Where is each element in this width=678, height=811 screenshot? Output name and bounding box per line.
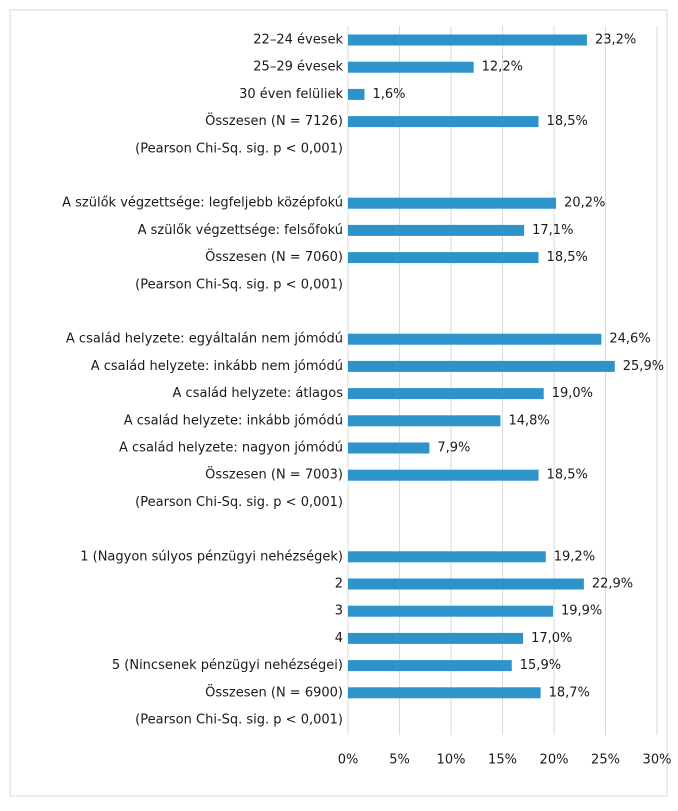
y-tick-label: 2 <box>335 577 343 592</box>
value-label: 7,9% <box>437 441 470 456</box>
bar <box>348 116 539 128</box>
y-tick-label: 25–29 évesek <box>253 60 343 75</box>
value-label: 18,5% <box>547 250 588 265</box>
value-label: 23,2% <box>595 33 636 48</box>
bar <box>348 388 544 400</box>
y-tick-label: Összesen (N = 7003) <box>205 466 343 483</box>
value-label: 17,0% <box>531 631 572 646</box>
y-tick-label: A család helyzete: inkább nem jómódú <box>91 359 343 374</box>
bar <box>348 551 546 563</box>
value-label: 19,9% <box>561 604 602 619</box>
value-label: 18,5% <box>547 114 588 129</box>
bar <box>348 34 587 46</box>
bar <box>348 224 525 236</box>
y-tick-label: A család helyzete: inkább jómódú <box>124 413 343 428</box>
bar <box>348 660 512 672</box>
value-label: 19,0% <box>552 386 593 401</box>
value-label: 14,8% <box>508 413 549 428</box>
value-label: 18,7% <box>549 685 590 700</box>
bar <box>348 88 365 100</box>
bar <box>348 61 474 73</box>
bar <box>348 442 430 454</box>
y-tick-label: 1 (Nagyon súlyos pénzügyi nehézségek) <box>80 549 343 564</box>
value-label: 17,1% <box>532 223 573 238</box>
y-tick-label: (Pearson Chi-Sq. sig. p < 0,001) <box>135 713 343 728</box>
x-tick-label: 25% <box>591 753 620 768</box>
value-label: 15,9% <box>520 658 561 673</box>
x-tick-label: 0% <box>338 753 359 768</box>
value-label: 22,9% <box>592 577 633 592</box>
y-tick-label: A család helyzete: egyáltalán nem jómódú <box>66 332 343 347</box>
bar <box>348 605 553 617</box>
y-tick-label: A szülők végzettsége: legfeljebb középfo… <box>62 196 343 211</box>
y-tick-label: Összesen (N = 7126) <box>205 112 343 129</box>
y-tick-label: 3 <box>335 604 343 619</box>
value-label: 24,6% <box>609 332 650 347</box>
y-tick-label: A család helyzete: átlagos <box>173 386 344 401</box>
x-tick-label: 20% <box>540 753 569 768</box>
chart-frame <box>9 9 668 797</box>
bar <box>348 197 557 209</box>
x-tick-label: 30% <box>643 753 672 768</box>
y-tick-label: A család helyzete: nagyon jómódú <box>119 441 343 456</box>
bar <box>348 415 501 427</box>
value-label: 25,9% <box>623 359 664 374</box>
y-tick-label: 22–24 évesek <box>253 33 343 48</box>
y-tick-label: 4 <box>335 631 343 646</box>
y-tick-label: 30 éven felüliek <box>239 87 343 102</box>
y-tick-label: A szülők végzettsége: felsőfokú <box>138 223 343 238</box>
x-tick-label: 10% <box>437 753 466 768</box>
bar <box>348 360 615 372</box>
y-tick-label: (Pearson Chi-Sq. sig. p < 0,001) <box>135 495 343 510</box>
value-label: 12,2% <box>482 60 523 75</box>
x-tick-label: 15% <box>488 753 517 768</box>
bar <box>348 632 524 644</box>
y-tick-label: (Pearson Chi-Sq. sig. p < 0,001) <box>135 277 343 292</box>
y-tick-label: Összesen (N = 6900) <box>205 683 343 700</box>
value-label: 18,5% <box>547 468 588 483</box>
y-tick-label: Összesen (N = 7060) <box>205 248 343 265</box>
bar <box>348 578 584 590</box>
bar <box>348 252 539 264</box>
y-tick-label: 5 (Nincsenek pénzügyi nehézségei) <box>112 658 343 673</box>
bar <box>348 687 541 699</box>
value-label: 19,2% <box>554 549 595 564</box>
bar <box>348 333 602 345</box>
value-label: 1,6% <box>372 87 405 102</box>
bar <box>348 469 539 481</box>
value-label: 20,2% <box>564 196 605 211</box>
x-tick-label: 5% <box>389 753 410 768</box>
y-tick-label: (Pearson Chi-Sq. sig. p < 0,001) <box>135 141 343 156</box>
